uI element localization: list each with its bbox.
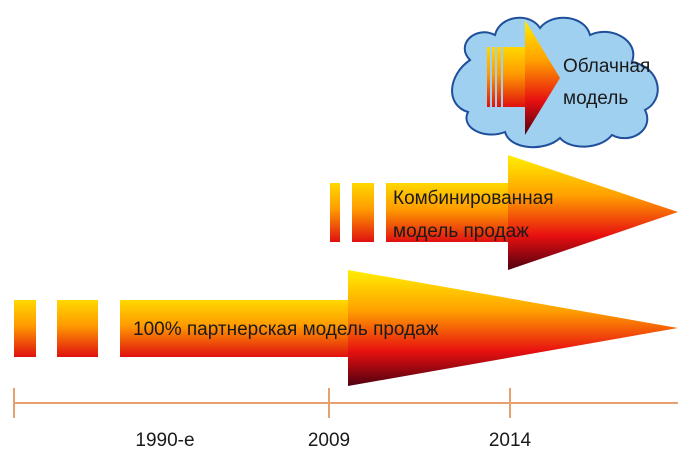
timeline-label: 2014 — [489, 430, 532, 450]
partner-arrow — [14, 270, 678, 386]
arrow-label: Комбинированная — [393, 188, 554, 209]
timeline-label: 2009 — [308, 430, 350, 450]
arrow-label: 100% партнерская модель продаж — [133, 319, 439, 340]
arrow-label: Облачная — [563, 56, 650, 77]
timeline-label: 1990-е — [135, 430, 194, 450]
combined-arrow — [330, 155, 678, 270]
arrow-label: модель продаж — [393, 221, 529, 242]
arrow-label: модель — [563, 88, 628, 109]
timeline — [13, 388, 678, 418]
cloud-arrow — [487, 20, 560, 135]
